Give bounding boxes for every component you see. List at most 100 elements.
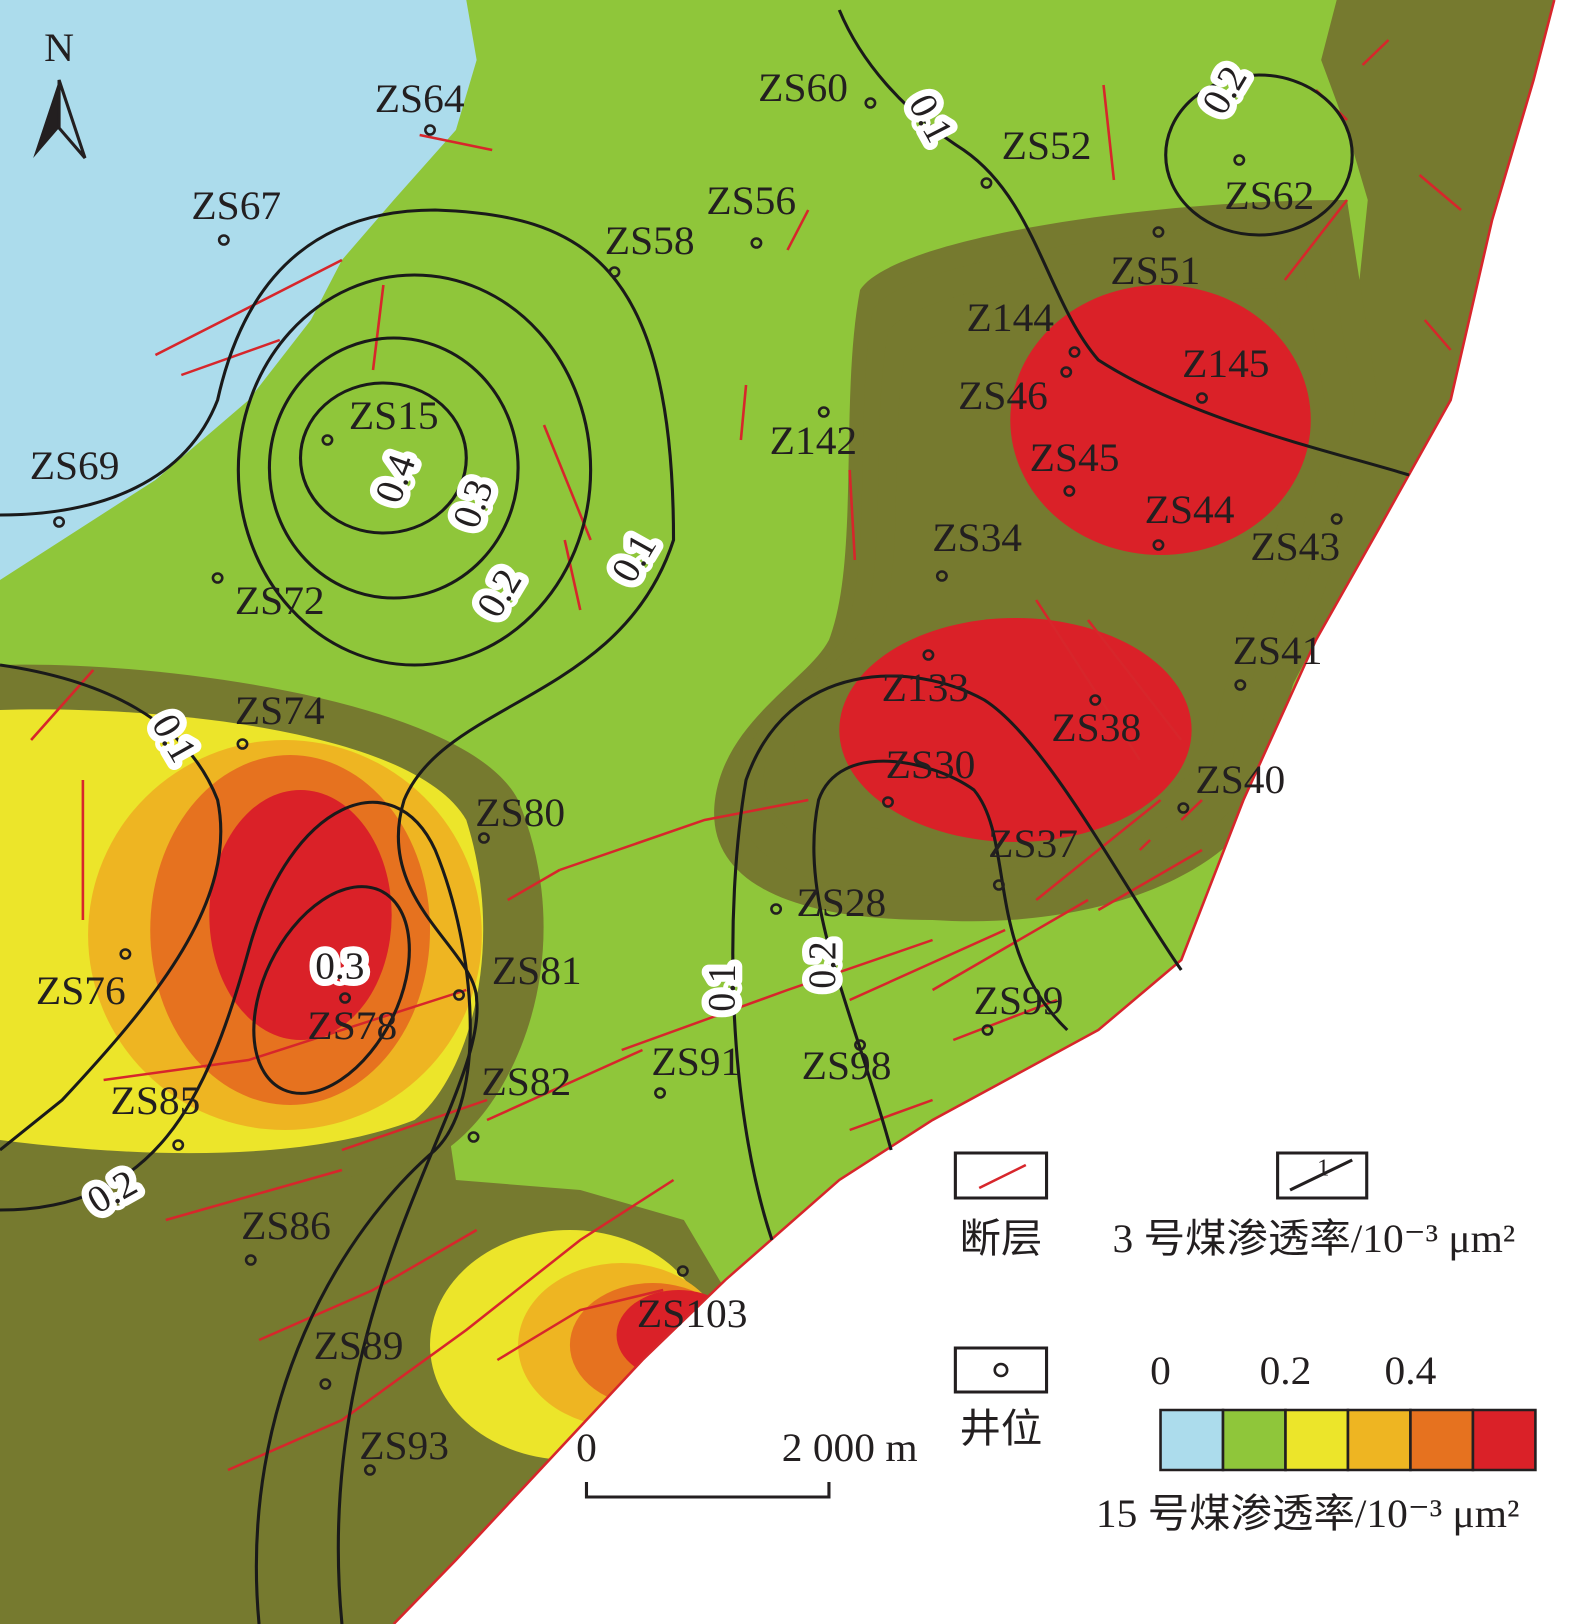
well-dot (1233, 154, 1246, 166)
well-label: ZS89 (314, 1324, 404, 1368)
well-dot (321, 434, 334, 446)
well-dot (854, 1039, 866, 1051)
contour-line (0, 663, 223, 1152)
contour-line (837, 9, 1410, 477)
well-label: ZS78 (307, 1004, 397, 1048)
zone (1010, 285, 1311, 555)
well-dot (244, 1254, 257, 1266)
colorbar-swatch (1284, 1408, 1350, 1472)
well-dot (319, 1378, 332, 1390)
faults (30, 39, 1462, 1472)
contour-label: 0.3 (315, 946, 364, 987)
contour-line (236, 273, 593, 667)
well-label: ZS43 (1250, 525, 1340, 569)
colorbar-swatch (1471, 1408, 1537, 1472)
well-dot (770, 903, 783, 915)
well-label: Z145 (1182, 342, 1269, 386)
well-dot (211, 572, 224, 584)
colorbar-swatch (1409, 1408, 1475, 1472)
east-blob (714, 200, 1379, 922)
contour-label: 0.1 (701, 964, 744, 1011)
well-label: ZS93 (359, 1424, 449, 1468)
coal3-title: 3 号煤渗透率/10⁻³ μm² (1113, 1217, 1516, 1261)
well-dot (424, 124, 436, 136)
well-label: ZS51 (1110, 249, 1200, 293)
coal15-title: 15 号煤渗透率/10⁻³ μm² (1096, 1492, 1519, 1536)
contour-line (0, 800, 472, 1624)
well-label: ZS85 (111, 1079, 201, 1123)
contour-line (0, 208, 676, 1624)
well-label: Z133 (882, 666, 969, 710)
scale-bar (584, 1482, 831, 1499)
well-label: Z144 (967, 296, 1054, 340)
well-dot (467, 1131, 480, 1143)
contour-line (298, 381, 468, 535)
well-label: ZS69 (30, 444, 120, 488)
contour-line (267, 336, 520, 600)
well-label: ZS74 (235, 689, 325, 733)
well-dot (817, 406, 830, 418)
north-label: N (44, 26, 74, 70)
contour-line (812, 759, 1069, 1151)
fault-label: 断层 (960, 1217, 1043, 1261)
contour-line (731, 674, 1183, 1241)
colorbar-swatch (1159, 1408, 1225, 1472)
zone (209, 790, 392, 1040)
boundary-fault (392, 0, 1556, 1624)
well-label: ZS37 (988, 822, 1078, 866)
zone (0, 0, 477, 580)
well-dot (363, 1464, 376, 1476)
well-label: ZS62 (1224, 174, 1314, 218)
contour-line (252, 885, 411, 1095)
contour-label: 0.2 (801, 941, 844, 988)
fault-symbol (953, 1151, 1049, 1200)
scale-end: 2 000 m (782, 1426, 918, 1470)
colorbar-tick-label: 0.4 (1385, 1349, 1437, 1393)
well-dot (750, 237, 763, 249)
well-label: ZS103 (637, 1292, 748, 1336)
well-dot (1152, 226, 1165, 238)
well-label: ZS44 (1145, 488, 1235, 532)
well-dot (217, 234, 230, 246)
colorbar-swatch (1221, 1408, 1287, 1472)
contour-line (1164, 73, 1354, 237)
colorbar-tick-label: 0 (1150, 1349, 1171, 1393)
well-dot (1152, 539, 1165, 551)
colorbar: 0 0.2 0.4 (1150, 1349, 1537, 1472)
well-dot (453, 989, 465, 1001)
well-label: ZS56 (706, 179, 796, 223)
zone (1284, 0, 1555, 700)
well-label: ZS46 (958, 374, 1048, 418)
north-arrow-half (33, 80, 60, 158)
zone (839, 618, 1192, 842)
well-dot (1063, 485, 1076, 497)
well-dot (53, 516, 66, 528)
well-dot (992, 879, 1005, 891)
contour-symbol-line (1289, 1158, 1353, 1192)
well-label: ZS80 (475, 791, 565, 835)
well-label: ZS91 (651, 1040, 741, 1084)
well-dot (1234, 679, 1247, 691)
well-dot (119, 948, 132, 960)
well-dot (1330, 513, 1343, 525)
well-dot (1196, 392, 1208, 404)
contours (0, 9, 1410, 1624)
well-label: ZS15 (349, 394, 439, 438)
well-dot (981, 1024, 994, 1036)
well-dot (477, 832, 490, 844)
well-label: ZS41 (1233, 629, 1323, 673)
well-label: ZS45 (1030, 436, 1120, 480)
outside-area (393, 0, 1575, 1624)
well-label: ZS98 (802, 1044, 892, 1088)
well-label: Z142 (770, 419, 857, 463)
well-label: ZS38 (1051, 706, 1141, 750)
well-dot (1060, 366, 1073, 378)
well-dot (236, 738, 249, 750)
well-dot (339, 992, 352, 1004)
scale-start: 0 (576, 1426, 597, 1470)
well-dot (864, 97, 877, 109)
well-label: ZS76 (36, 969, 126, 1013)
well-symbol-dot (993, 1362, 1009, 1378)
